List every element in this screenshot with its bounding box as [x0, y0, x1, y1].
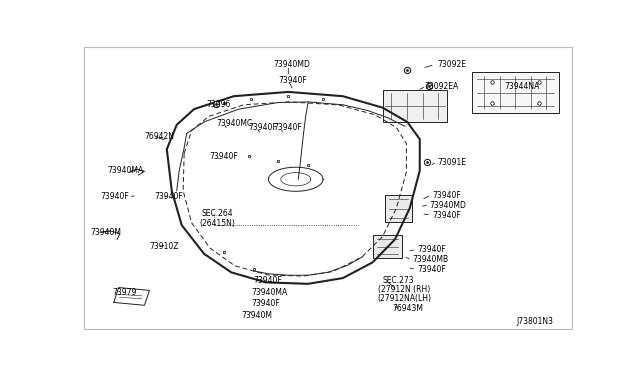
Text: J73801N3: J73801N3 [516, 317, 554, 326]
Text: SEC.264: SEC.264 [202, 209, 233, 218]
Text: 73940F: 73940F [251, 299, 280, 308]
Text: 73940F: 73940F [154, 192, 183, 201]
Text: 73940F: 73940F [273, 123, 302, 132]
Text: 73940F: 73940F [209, 152, 237, 161]
Text: 73996: 73996 [207, 100, 231, 109]
Text: 73979: 73979 [112, 288, 136, 297]
Text: (27912N (RH): (27912N (RH) [378, 285, 430, 294]
Text: 76942N: 76942N [145, 132, 175, 141]
Text: 73910Z: 73910Z [150, 242, 179, 251]
Text: 73940F: 73940F [432, 190, 461, 199]
Text: 73944NA: 73944NA [504, 82, 540, 91]
Text: 73940MD: 73940MD [273, 60, 310, 69]
Text: 73940F: 73940F [100, 192, 129, 201]
Text: 73940M: 73940M [90, 228, 121, 237]
Text: SEC.273: SEC.273 [383, 276, 414, 285]
Text: 73940F: 73940F [278, 76, 307, 85]
Text: 73940MD: 73940MD [429, 201, 467, 209]
Text: 73940F: 73940F [417, 265, 446, 274]
Text: 73940MA: 73940MA [251, 288, 287, 297]
Text: 73940MB: 73940MB [412, 255, 449, 264]
Text: 73091E: 73091E [437, 158, 466, 167]
FancyBboxPatch shape [385, 195, 412, 222]
FancyBboxPatch shape [372, 235, 403, 258]
Text: 73940F: 73940F [432, 211, 461, 219]
FancyBboxPatch shape [472, 72, 559, 113]
Text: 76943M: 76943M [392, 304, 424, 313]
Text: (27912NA(LH): (27912NA(LH) [378, 294, 431, 303]
Text: 73092EA: 73092EA [425, 82, 459, 91]
Text: (26415N): (26415N) [199, 219, 235, 228]
Text: 73940F: 73940F [253, 276, 282, 285]
FancyBboxPatch shape [383, 90, 447, 122]
Text: 73940M: 73940M [241, 311, 272, 320]
Text: 73940MC: 73940MC [216, 119, 253, 128]
Text: 73940F: 73940F [249, 123, 277, 132]
Text: 73940F: 73940F [417, 245, 446, 254]
Text: 73940MA: 73940MA [108, 166, 143, 175]
Text: 73092E: 73092E [437, 60, 466, 69]
